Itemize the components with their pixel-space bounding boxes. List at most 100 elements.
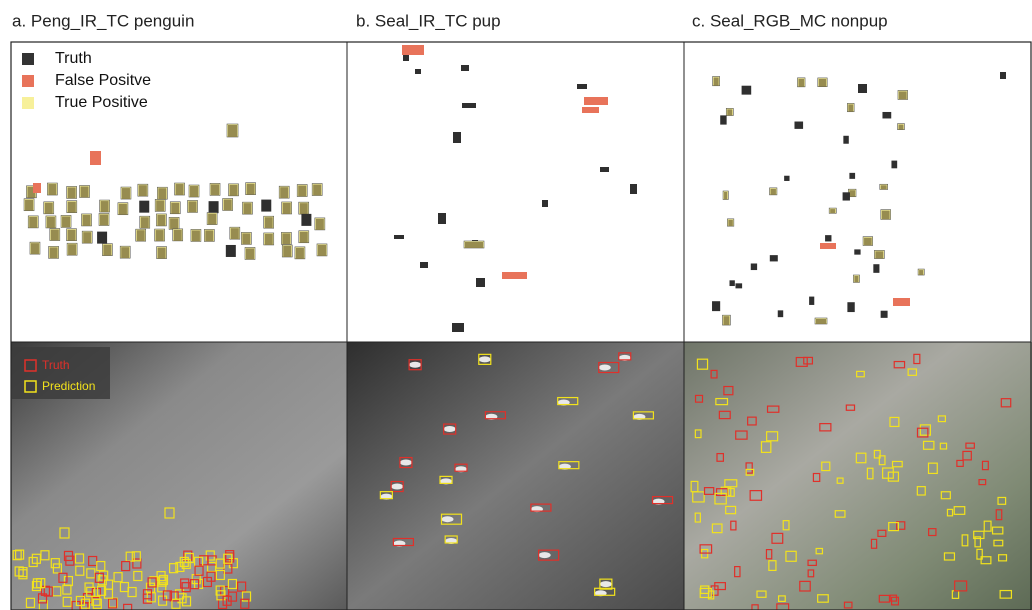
- truth-box: [542, 200, 548, 207]
- photo: [347, 342, 684, 610]
- truth-box: [231, 228, 239, 239]
- truth-box: [243, 203, 251, 214]
- truth-box: [119, 204, 127, 215]
- truth-box: [81, 186, 89, 197]
- truth-box: [192, 230, 200, 241]
- photo: [684, 342, 1032, 610]
- truth-box: [226, 245, 236, 257]
- truth-box: [170, 218, 178, 229]
- truth-box: [29, 217, 37, 228]
- truth-box: [246, 248, 254, 259]
- truth-box: [209, 201, 219, 213]
- truth-box: [864, 238, 872, 246]
- truth-box: [83, 215, 91, 226]
- truth-box: [742, 86, 752, 95]
- truth-box: [770, 255, 778, 261]
- truth-box: [849, 190, 855, 197]
- truth-box: [230, 185, 238, 196]
- false-positive: [402, 45, 424, 55]
- truth-box: [730, 280, 735, 286]
- truth-box: [283, 203, 291, 214]
- animal: [400, 460, 412, 466]
- truth-box: [301, 214, 311, 226]
- panel-title: c. Seal_RGB_MC nonpup: [692, 11, 888, 30]
- panel-title: a. Peng_IR_TC penguin: [12, 11, 194, 30]
- truth-box: [158, 248, 166, 259]
- truth-box: [735, 283, 742, 288]
- truth-box: [819, 79, 826, 87]
- truth-box: [31, 243, 39, 254]
- legend-label: Truth: [55, 50, 92, 67]
- false-positive: [502, 272, 527, 279]
- truth-box: [265, 217, 273, 228]
- truth-box: [190, 186, 198, 197]
- truth-box: [62, 216, 70, 227]
- false-positive: [582, 107, 599, 113]
- truth-box: [101, 201, 109, 212]
- truth-box: [122, 188, 130, 199]
- truth-box: [881, 311, 888, 318]
- truth-box: [157, 215, 165, 226]
- truth-box: [881, 185, 887, 189]
- truth-box: [712, 301, 720, 311]
- truth-box: [298, 186, 306, 197]
- truth-box: [137, 230, 145, 241]
- truth-box: [156, 230, 164, 241]
- truth-box: [919, 270, 923, 275]
- truth-box: [882, 112, 891, 118]
- truth-box: [784, 176, 789, 181]
- truth-box: [794, 122, 803, 129]
- truth-box: [728, 220, 732, 226]
- truth-box: [139, 201, 149, 213]
- truth-box: [858, 84, 867, 93]
- truth-box: [103, 245, 111, 256]
- truth-box: [265, 234, 273, 245]
- truth-box: [875, 251, 883, 258]
- false-positive: [893, 298, 910, 306]
- truth-box: [313, 185, 321, 196]
- truth-box: [854, 276, 858, 282]
- truth-box: [176, 184, 184, 195]
- animal: [479, 356, 491, 362]
- truth-box: [453, 132, 461, 143]
- truth-box: [48, 184, 56, 195]
- truth-box: [205, 230, 213, 241]
- truth-box: [300, 203, 308, 214]
- false-positive: [90, 151, 101, 165]
- animal: [391, 484, 403, 490]
- truth-box: [843, 136, 848, 144]
- truth-box: [577, 84, 587, 89]
- animal: [539, 552, 551, 558]
- truth-box: [899, 125, 904, 130]
- truth-box: [68, 244, 76, 255]
- truth-box: [83, 232, 91, 243]
- truth-box: [847, 302, 854, 312]
- truth-box: [476, 278, 485, 287]
- truth-box: [882, 211, 890, 220]
- truth-box: [318, 245, 326, 256]
- truth-box: [224, 199, 232, 210]
- false-positive: [33, 183, 41, 193]
- figure: a. Peng_IR_TC penguin b. Seal_IR_TC pup …: [0, 0, 1032, 610]
- truth-box: [899, 91, 907, 99]
- truth-box: [714, 77, 719, 85]
- animal: [409, 362, 421, 368]
- truth-box: [51, 230, 59, 241]
- legend-label: True Positive: [55, 94, 148, 111]
- truth-box: [830, 209, 835, 213]
- truth-box: [247, 184, 255, 195]
- truth-box: [283, 246, 291, 257]
- truth-box: [156, 200, 164, 211]
- truth-box: [50, 247, 58, 258]
- legend-swatch: [22, 53, 34, 65]
- truth-box: [141, 217, 149, 228]
- truth-box: [798, 79, 804, 87]
- truth-box: [873, 264, 879, 273]
- truth-box: [727, 109, 732, 115]
- truth-box: [724, 192, 727, 200]
- truth-box: [228, 125, 237, 137]
- truth-box: [461, 65, 469, 71]
- truth-box: [825, 235, 831, 241]
- truth-box: [771, 189, 776, 195]
- truth-box: [189, 201, 197, 212]
